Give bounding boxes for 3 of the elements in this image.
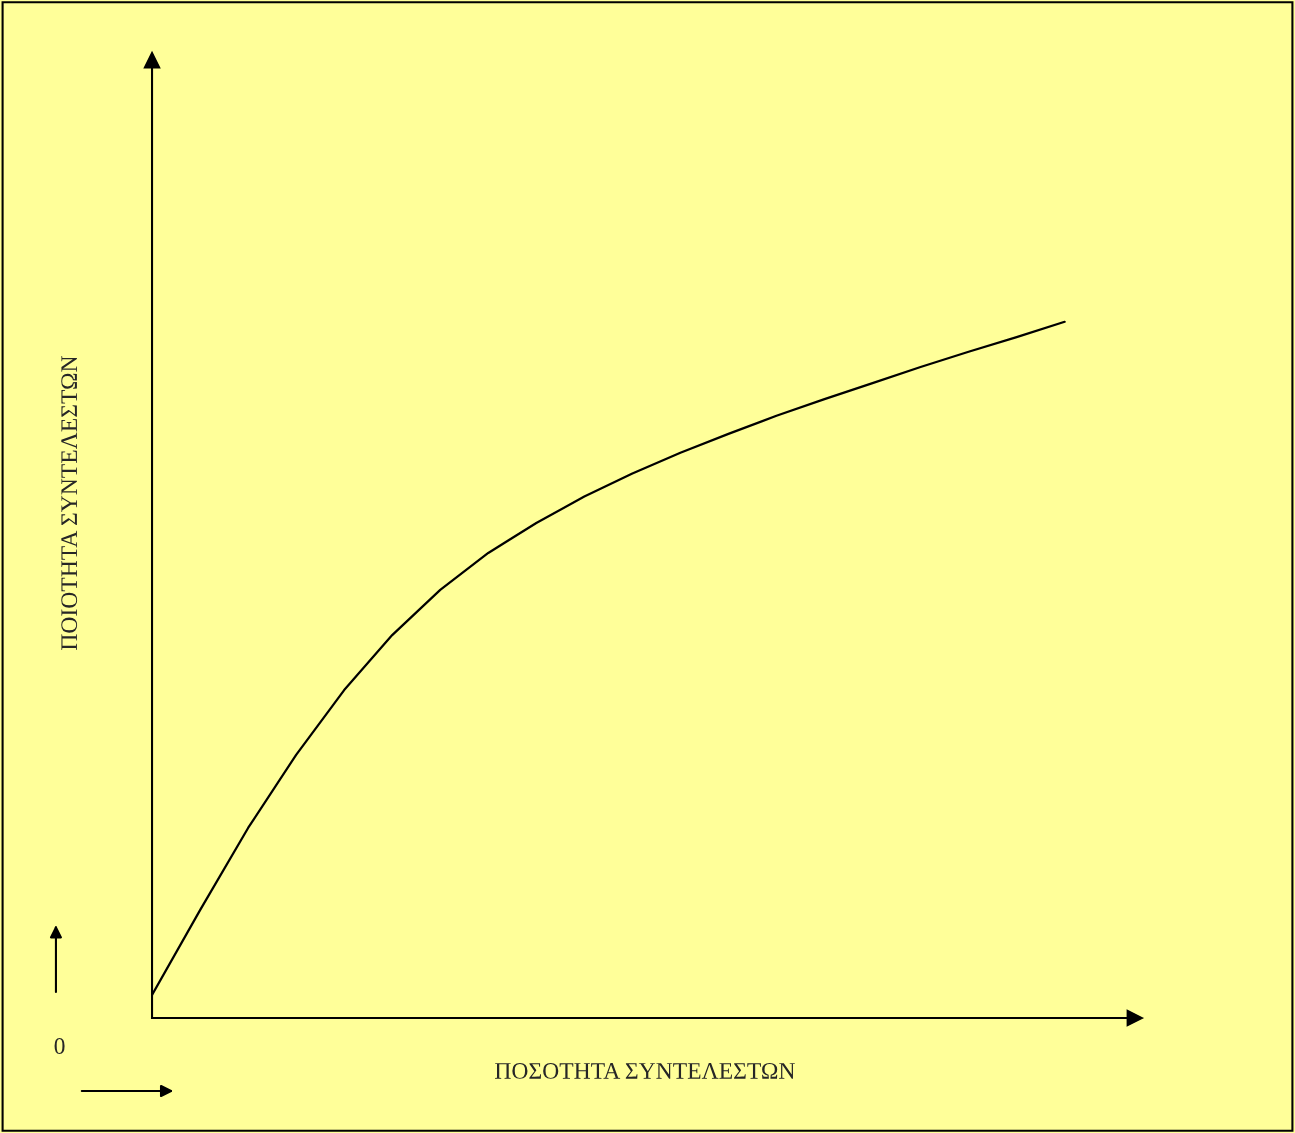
text: 0 bbox=[54, 1038, 65, 1054]
y-axis-title: ΠΟΙΟΤΗΤΑ ΣΥΝΤΕΛΕΣΤΩΝ bbox=[61, 355, 78, 650]
x-axis-title: ΠΟΣΟΤΗΤΑ ΣΥΝΤΕΛΕΣΤΩΝ bbox=[495, 1062, 795, 1079]
